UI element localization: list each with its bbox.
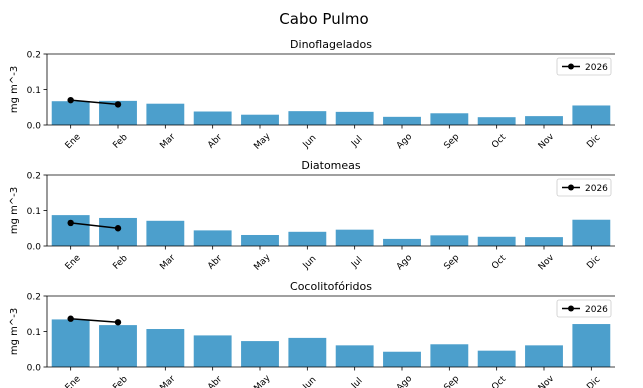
bar-sep [430, 344, 469, 367]
legend-marker [568, 63, 574, 70]
line-2026-point [114, 225, 122, 232]
y-tick-label: 0.0 [27, 122, 42, 132]
y-axis-label: mg m^-3 [9, 187, 20, 234]
y-tick-label: 0.1 [27, 86, 41, 96]
bar-oct [477, 236, 516, 246]
legend-label: 2026 [585, 184, 608, 194]
line-2026 [70, 222, 119, 229]
bar-dic [572, 219, 611, 246]
bar-feb [99, 325, 137, 367]
bar-ago [383, 351, 421, 367]
bar-nov [525, 345, 563, 367]
figure-title: Cabo Pulmo [279, 10, 368, 28]
bar-feb [99, 217, 137, 246]
legend: 2026 [556, 57, 612, 76]
legend-label: 2026 [585, 305, 608, 315]
y-tick-label: 0.1 [27, 328, 41, 338]
legend: 2026 [556, 178, 612, 197]
bar-ago [383, 238, 421, 246]
legend-marker [568, 184, 574, 191]
y-tick-label: 0.0 [27, 243, 42, 253]
line-2026-point [67, 96, 74, 104]
legend-box [556, 178, 612, 197]
y-tick-label: 0.1 [27, 207, 41, 217]
bar-ene [51, 101, 90, 125]
panel-title: Diatomeas [301, 159, 361, 172]
legend-box [556, 57, 612, 76]
panel-title: Dinoflagelados [290, 38, 372, 51]
line-2026-point [67, 219, 74, 227]
bar-jul [335, 111, 374, 125]
bar-mar [146, 329, 185, 367]
line-2026-point [114, 101, 122, 108]
bar-abr [193, 230, 232, 246]
bar-sep [430, 235, 469, 246]
bar-sep [430, 113, 469, 125]
bar-jul [335, 345, 374, 367]
bar-nov [525, 116, 563, 125]
bar-nov [525, 237, 563, 246]
line-2026 [70, 99, 119, 106]
bar-may [241, 114, 279, 125]
bar-jun [288, 337, 327, 367]
bar-may [241, 234, 279, 246]
y-axis-label: mg m^-3 [9, 66, 20, 113]
bar-oct [477, 350, 516, 367]
legend-box [556, 299, 612, 318]
legend: 2026 [556, 299, 612, 318]
bar-dic [572, 105, 611, 125]
y-tick-label: 0.0 [27, 364, 42, 374]
y-tick-label: 0.2 [27, 172, 41, 182]
line-2026-point [67, 315, 74, 322]
legend-label: 2026 [585, 63, 608, 73]
bar-jun [288, 231, 327, 246]
bar-abr [193, 111, 232, 125]
x-tick-label: Jul [349, 376, 364, 388]
y-tick-label: 0.2 [27, 51, 41, 61]
bar-ene [51, 319, 90, 367]
y-axis-label: mg m^-3 [9, 308, 20, 355]
y-tick-label: 0.2 [27, 293, 41, 303]
bar-ago [383, 116, 421, 125]
line-2026-point [114, 319, 122, 326]
bar-mar [146, 220, 185, 246]
bar-jul [335, 229, 374, 246]
bar-may [241, 341, 279, 367]
bar-dic [572, 324, 611, 367]
bar-jun [288, 111, 327, 125]
legend-marker [568, 305, 574, 312]
bar-mar [146, 103, 185, 125]
bar-abr [193, 335, 232, 367]
panel-title: Cocolitofóridos [290, 280, 372, 293]
bar-oct [477, 117, 516, 125]
line-2026 [70, 317, 119, 324]
